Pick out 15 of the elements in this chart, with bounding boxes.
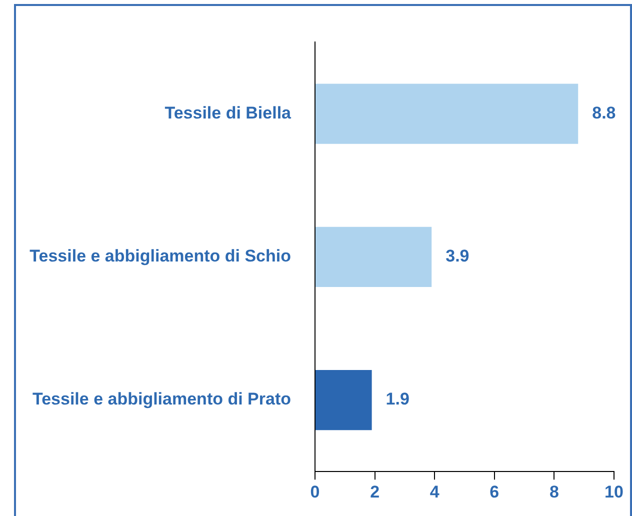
- bar: [316, 370, 372, 430]
- y-tick-label: Tessile di Biella: [164, 103, 292, 122]
- data-label: 1.9: [386, 390, 410, 409]
- data-label: 8.8: [592, 103, 616, 122]
- x-tick-label: 2: [370, 482, 380, 502]
- x-tick-label: 4: [430, 482, 440, 502]
- data-label: 3.9: [446, 246, 470, 266]
- x-tick-label: 0: [310, 482, 320, 502]
- x-tick-label: 6: [490, 482, 500, 502]
- bar: [316, 226, 432, 287]
- x-tick-label: 8: [549, 482, 559, 502]
- x-tick-label: 10: [604, 482, 624, 502]
- bar: [316, 84, 578, 144]
- y-tick-label: Tessile e abbigliamento di Prato: [32, 390, 291, 409]
- y-tick-label: Tessile e abbigliamento di Schio: [30, 246, 291, 266]
